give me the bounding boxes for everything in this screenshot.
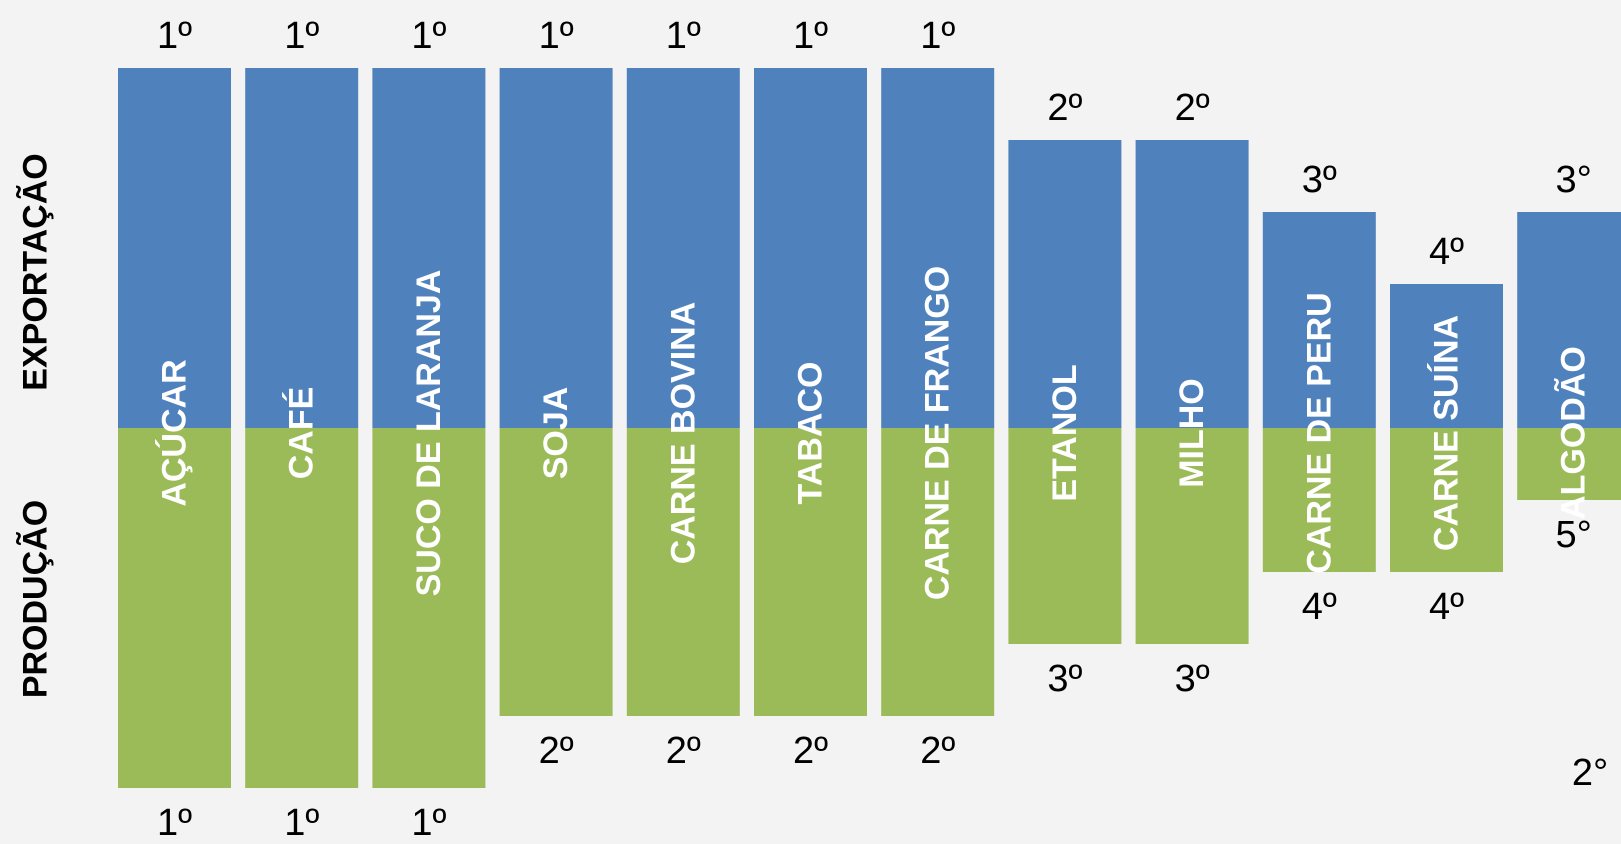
production-rank-label: 1º: [411, 802, 446, 844]
production-rank-label: 3º: [1047, 658, 1082, 700]
category-label: ETANOL: [1046, 364, 1084, 501]
category-label: CARNE DE PERU: [1300, 292, 1338, 573]
production-bar: [245, 428, 359, 788]
export-rank-label: 1º: [920, 15, 955, 57]
category-label: CAFÉ: [283, 387, 321, 480]
export-bar: [1008, 140, 1122, 428]
production-bar: [372, 428, 486, 788]
production-rank-label: 3º: [1175, 658, 1210, 700]
production-bar: [881, 428, 995, 716]
export-bar: [499, 68, 613, 428]
export-bar: [118, 68, 231, 428]
production-rank-label: 5°: [1556, 514, 1592, 556]
export-rank-label: 4º: [1429, 231, 1464, 273]
export-rank-label: 1º: [284, 15, 319, 57]
export-bar: [881, 68, 995, 428]
export-rank-label: 3°: [1556, 159, 1592, 201]
category-label: SOJA: [537, 387, 575, 480]
export-bar: [626, 68, 740, 428]
production-rank-label: 1º: [284, 802, 319, 844]
export-bar: [1517, 212, 1621, 428]
export-bar: [1262, 212, 1376, 428]
export-bar: [754, 68, 867, 428]
production-rank-label: 4º: [1429, 586, 1464, 628]
category-label: CARNE SUÍNA: [1428, 315, 1466, 551]
export-rank-label: 1º: [793, 15, 828, 57]
export-rank-label: 1º: [411, 15, 446, 57]
production-bar: [1008, 428, 1122, 644]
category-label: AÇÚCAR: [156, 359, 194, 506]
export-bar: [372, 68, 486, 428]
category-label: ALGODÃO: [1555, 346, 1593, 520]
category-label: CARNE DE FRANGO: [919, 266, 957, 600]
export-rank-label: 1º: [157, 15, 192, 57]
category-label: SUCO DE LARANJA: [410, 270, 448, 597]
category-label: MILHO: [1173, 378, 1211, 488]
export-bar: [245, 68, 359, 428]
production-rank-label: 2º: [539, 730, 574, 772]
production-rank-label: 2º: [920, 730, 955, 772]
export-rank-label: 2º: [1047, 87, 1082, 129]
production-bar: [1262, 428, 1376, 572]
production-bar: [754, 428, 867, 716]
production-bar: [626, 428, 740, 716]
export-bar: [1135, 140, 1249, 428]
extra-rank-annotation: 2°: [1572, 752, 1608, 794]
export-rank-label: 2º: [1175, 87, 1210, 129]
category-label: CARNE BOVINA: [664, 302, 702, 565]
export-rank-label: 3º: [1302, 159, 1337, 201]
export-bar: [1390, 284, 1503, 428]
production-bar: [499, 428, 613, 716]
production-bar: [1135, 428, 1249, 644]
export-rank-label: 1º: [539, 15, 574, 57]
production-bar: [1517, 428, 1621, 500]
category-label: TABACO: [792, 362, 830, 505]
production-rank-label: 4º: [1302, 586, 1337, 628]
production-bar: [1390, 428, 1503, 572]
production-rank-label: 2º: [793, 730, 828, 772]
production-rank-label: 2º: [666, 730, 701, 772]
production-bar: [118, 428, 231, 788]
export-rank-label: 1º: [666, 15, 701, 57]
production-rank-label: 1º: [157, 802, 192, 844]
